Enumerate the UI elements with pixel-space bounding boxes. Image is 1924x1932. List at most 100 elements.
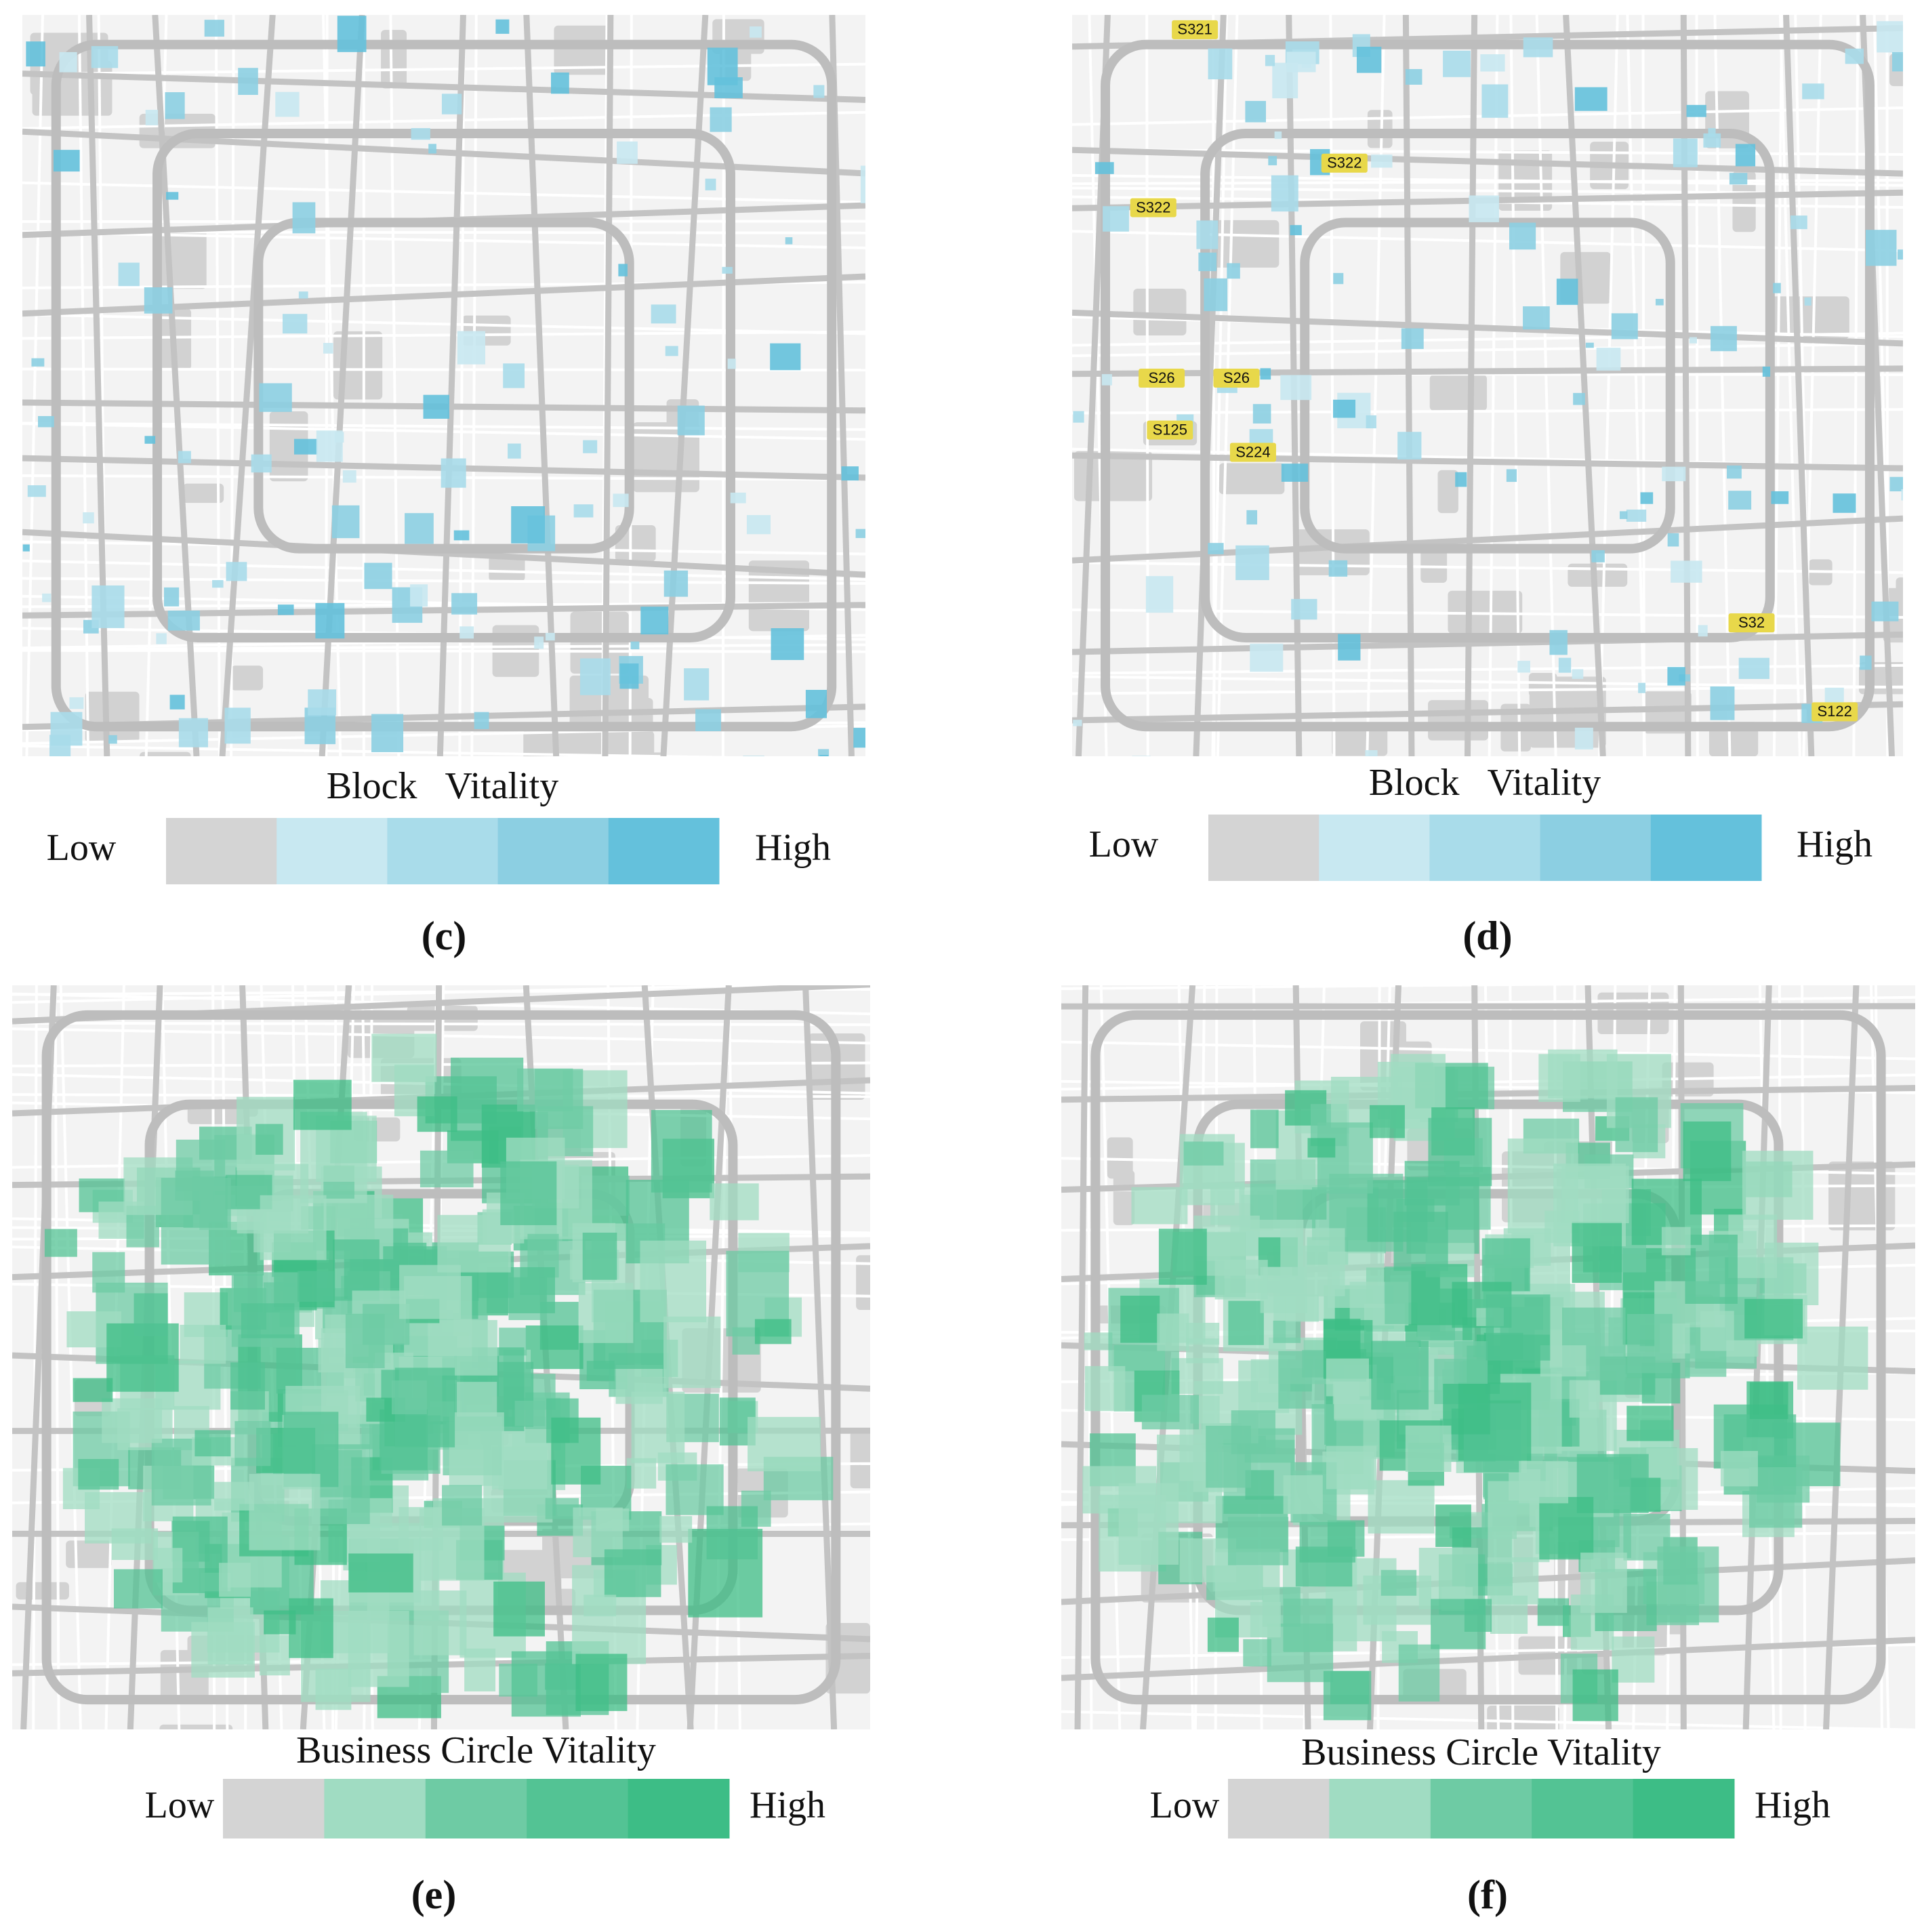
vitality-patch — [59, 52, 77, 73]
vitality-patch — [1480, 54, 1505, 72]
street — [1488, 15, 1499, 756]
vitality-patch — [1278, 1351, 1326, 1409]
vitality-patch — [1698, 625, 1708, 637]
vitality-patch — [1265, 55, 1275, 66]
vitality-patch — [853, 728, 865, 748]
vitality-patch — [495, 19, 510, 34]
street — [1072, 173, 1903, 187]
street — [1695, 15, 1699, 756]
legend-swatch — [1228, 1779, 1330, 1838]
vitality-patch — [503, 363, 525, 388]
vitality-patch — [1667, 533, 1679, 547]
vitality-patch — [1141, 1395, 1200, 1430]
vitality-patch — [27, 485, 46, 497]
road — [1783, 15, 1815, 756]
legend-swatch — [608, 818, 720, 884]
vitality-patch — [234, 1421, 271, 1466]
vitality-patch — [166, 192, 179, 200]
land-block — [1437, 470, 1458, 514]
vitality-patch — [282, 314, 308, 334]
vitality-patch — [1771, 491, 1789, 504]
vitality-patch — [1615, 1097, 1658, 1153]
vitality-patch — [1198, 252, 1217, 272]
vitality-patch — [180, 1324, 226, 1364]
vitality-patch — [1245, 100, 1267, 123]
vitality-patch — [53, 150, 80, 172]
vitality-patch — [1250, 1109, 1279, 1149]
vitality-patch — [1802, 83, 1824, 100]
land-block — [66, 1540, 112, 1568]
vitality-patch — [315, 602, 345, 639]
vitality-patch — [73, 1378, 113, 1402]
map-panel — [1061, 985, 1915, 1729]
vitality-patch — [31, 358, 45, 367]
vitality-patch — [417, 1096, 457, 1132]
vitality-patch — [1228, 1300, 1264, 1345]
vitality-patch — [1790, 215, 1807, 230]
land-block — [1732, 171, 1756, 232]
vitality-patch — [1703, 133, 1721, 148]
street — [22, 422, 865, 431]
vitality-patch — [163, 587, 180, 607]
legend-low: Low — [47, 827, 117, 869]
vitality-patch — [134, 1293, 168, 1336]
map — [1061, 985, 1915, 1729]
vitality-patch — [663, 1316, 721, 1389]
vitality-patch — [551, 1417, 601, 1485]
vitality-patch — [441, 458, 466, 488]
vitality-patch — [613, 493, 629, 508]
road-shield-label: S322 — [1136, 199, 1170, 215]
ring-road — [152, 129, 735, 642]
road — [1402, 15, 1415, 756]
vitality-patch — [91, 46, 119, 68]
vitality-patch — [1371, 155, 1393, 168]
vitality-patch — [1326, 1445, 1377, 1489]
vitality-patch — [710, 107, 732, 132]
vitality-patch — [508, 443, 521, 459]
legend-swatch — [1430, 1779, 1532, 1838]
legend-swatch — [628, 1779, 730, 1838]
vitality-patch — [457, 1382, 497, 1417]
vitality-patch — [156, 633, 167, 644]
vitality-patch — [1720, 1451, 1758, 1487]
vitality-patch — [617, 141, 638, 164]
land-block — [1487, 1705, 1559, 1729]
vitality-patch — [626, 1458, 657, 1489]
vitality-patch — [705, 178, 716, 190]
vitality-patch — [1685, 1234, 1738, 1304]
street — [389, 15, 401, 756]
vitality-patch — [1727, 465, 1742, 479]
vitality-patch — [1749, 1382, 1788, 1420]
legend-title: Business Circle Vitality — [1301, 1731, 1661, 1773]
vitality-patch — [1272, 62, 1298, 99]
vitality-patch — [1671, 560, 1702, 583]
vitality-patch — [1889, 476, 1903, 492]
vitality-patch — [442, 1485, 483, 1526]
road — [1563, 15, 1606, 756]
vitality-patch — [315, 1668, 352, 1710]
vitality-patch — [102, 1398, 163, 1443]
legend-swatch — [1532, 1779, 1634, 1838]
vitality-patch — [707, 47, 738, 85]
land-block — [850, 1428, 870, 1489]
map — [12, 985, 870, 1729]
vitality-patch — [1556, 279, 1578, 305]
legend-high: High — [1797, 823, 1872, 865]
vitality-patch — [1397, 432, 1422, 460]
vitality-patch — [1132, 756, 1150, 772]
street — [1072, 675, 1903, 689]
land-block — [1074, 451, 1153, 501]
vitality-patch — [1804, 297, 1812, 306]
vitality-patch — [78, 1459, 119, 1490]
road — [802, 985, 838, 1729]
land-block — [381, 30, 407, 89]
vitality-patch — [459, 626, 474, 639]
vitality-patch — [1179, 1538, 1237, 1582]
vitality-patch — [399, 1265, 461, 1319]
vitality-patch — [1673, 138, 1698, 167]
vitality-patch — [1901, 489, 1903, 501]
road — [1680, 15, 1692, 756]
vitality-patch — [1073, 720, 1082, 726]
vitality-patch — [1627, 1313, 1673, 1374]
vitality-patch — [1662, 466, 1686, 482]
